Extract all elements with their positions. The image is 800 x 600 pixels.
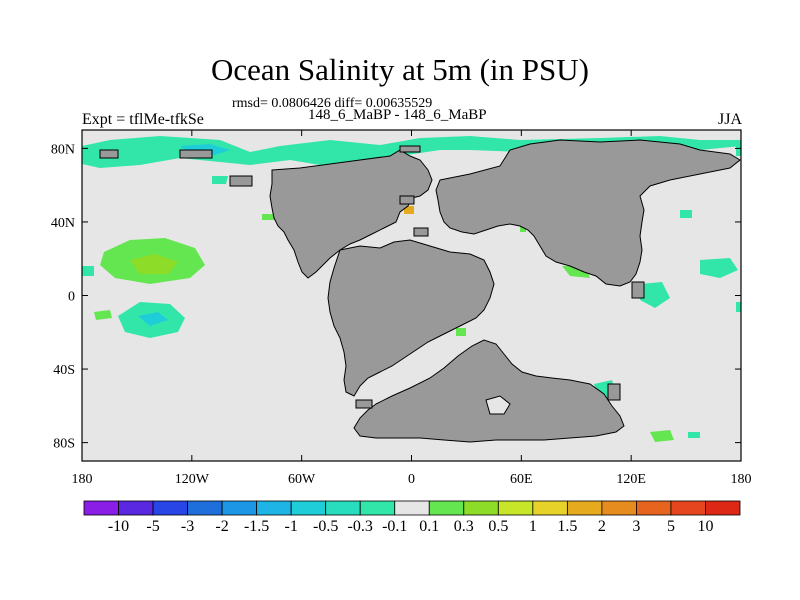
colorbar-swatch bbox=[221, 500, 258, 516]
pacific-core-negative bbox=[138, 312, 168, 326]
y-tick-label: 40S bbox=[53, 363, 75, 378]
pacific-core-positive bbox=[130, 254, 178, 274]
y-tick-label: 80S bbox=[53, 437, 75, 452]
x-tick-label: 120E bbox=[616, 472, 646, 487]
colorbar-swatch bbox=[394, 500, 430, 516]
colorbar-label: 2 bbox=[597, 518, 606, 535]
colorbar-swatch bbox=[187, 500, 223, 516]
colorbar-swatch bbox=[256, 500, 292, 516]
colorbar-label: -0.1 bbox=[382, 518, 408, 535]
colorbar-swatch bbox=[359, 500, 396, 516]
colorbar-label: 1.5 bbox=[557, 518, 578, 535]
x-tick-label: 180 bbox=[72, 472, 93, 487]
experiment-label: Expt = tflMe-tfkSe bbox=[82, 111, 204, 128]
y-tick-label: 40N bbox=[51, 216, 75, 231]
colorbar-label: -3 bbox=[180, 518, 195, 535]
colorbar-label: 3 bbox=[632, 518, 641, 535]
colorbar-swatch bbox=[601, 500, 637, 516]
colorbar-swatch bbox=[636, 500, 672, 516]
colorbar-label: -10 bbox=[107, 518, 130, 535]
northern-eastern-continent bbox=[435, 139, 741, 287]
x-axis: 180 120W 60W 0 60E 120E 180 bbox=[72, 130, 752, 487]
y-axis: 80N 40N 0 40S 80S bbox=[51, 142, 741, 452]
colorbar-label: 0.1 bbox=[419, 518, 440, 535]
land-masses bbox=[99, 139, 741, 443]
x-tick-label: 120W bbox=[175, 472, 210, 487]
central-continent bbox=[327, 239, 495, 397]
x-tick-label: 60W bbox=[288, 472, 316, 487]
colorbar-label: 5 bbox=[666, 518, 675, 535]
colorbar-swatch bbox=[428, 500, 465, 516]
colorbar-swatch bbox=[670, 500, 706, 516]
y-tick-label: 80N bbox=[51, 142, 75, 157]
colorbar-swatch bbox=[705, 500, 741, 516]
western-continent bbox=[269, 149, 433, 279]
colorbar-label: 10 bbox=[697, 518, 714, 535]
colorbar-label: -0.5 bbox=[313, 518, 339, 535]
stats-line: rmsd= 0.0806426 diff= 0.00635529 bbox=[232, 96, 433, 111]
case-label: 148_6_MaBP - 148_6_MaBP bbox=[308, 107, 487, 123]
colorbar-label: -5 bbox=[146, 518, 160, 535]
southern-continent bbox=[353, 339, 625, 443]
colorbar-label: 1 bbox=[528, 518, 537, 535]
colorbar-swatch bbox=[118, 500, 154, 516]
colorbar-label: -1 bbox=[284, 518, 298, 535]
colorbar-swatch bbox=[532, 500, 568, 516]
y-tick-label: 0 bbox=[68, 290, 75, 305]
colorbar-swatch bbox=[497, 500, 534, 516]
colorbar-label: -1.5 bbox=[243, 518, 270, 535]
colorbar-label: -0.3 bbox=[347, 518, 373, 535]
x-tick-label: 0 bbox=[408, 472, 415, 487]
colorbar-label: 0.5 bbox=[488, 518, 509, 535]
island-northwest bbox=[229, 175, 253, 187]
colorbar-swatch bbox=[290, 500, 327, 516]
x-tick-label: 180 bbox=[731, 472, 752, 487]
colorbar-swatch bbox=[83, 500, 119, 516]
colorbar-label: 0.3 bbox=[453, 518, 474, 535]
plot-title: Ocean Salinity at 5m (in PSU) bbox=[211, 52, 589, 87]
colorbar-swatch bbox=[566, 500, 603, 516]
colorbar bbox=[83, 500, 741, 516]
x-tick-label: 60E bbox=[510, 472, 533, 487]
season-label: JJA bbox=[717, 111, 742, 128]
colorbar-label: -2 bbox=[215, 518, 229, 535]
colorbar-swatch bbox=[463, 500, 499, 516]
colorbar-swatch bbox=[152, 500, 188, 516]
colorbar-swatch bbox=[325, 500, 361, 516]
